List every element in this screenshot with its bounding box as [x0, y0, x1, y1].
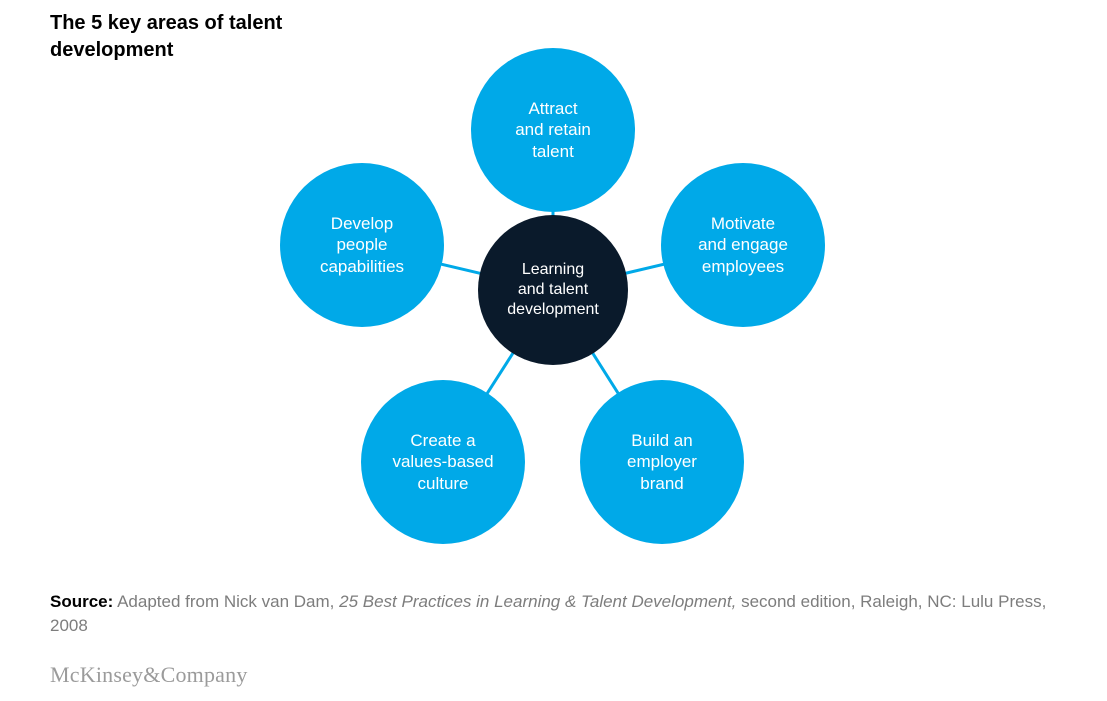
- node-create: Create a values-based culture: [361, 380, 525, 544]
- node-attract: Attract and retain talent: [471, 48, 635, 212]
- source-italic: 25 Best Practices in Learning & Talent D…: [339, 592, 736, 611]
- node-motivate: Motivate and engage employees: [661, 163, 825, 327]
- node-create-label: Create a values-based culture: [392, 430, 493, 494]
- node-attract-label: Attract and retain talent: [515, 98, 591, 162]
- source-prefix: Adapted from Nick van Dam,: [113, 592, 339, 611]
- node-center: Learning and talent development: [478, 215, 628, 365]
- node-build: Build an employer brand: [580, 380, 744, 544]
- source-citation: Source: Adapted from Nick van Dam, 25 Be…: [50, 590, 1057, 638]
- node-build-label: Build an employer brand: [627, 430, 697, 494]
- node-develop: Develop people capabilities: [280, 163, 444, 327]
- node-center-label: Learning and talent development: [507, 260, 599, 320]
- brand-text: McKinsey&Company: [50, 662, 248, 687]
- node-motivate-label: Motivate and engage employees: [698, 213, 788, 277]
- node-develop-label: Develop people capabilities: [320, 213, 404, 277]
- source-label: Source:: [50, 592, 113, 611]
- brand-logo: McKinsey&Company: [50, 662, 248, 688]
